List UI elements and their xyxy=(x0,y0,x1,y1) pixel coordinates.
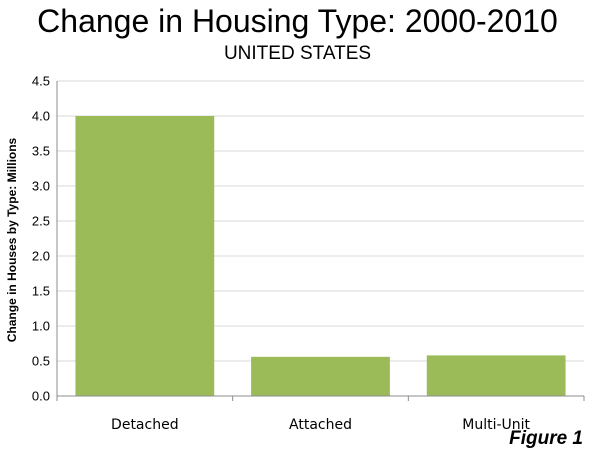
y-tick-label: 2.0 xyxy=(32,249,50,264)
y-tick-label: 0.0 xyxy=(32,389,50,404)
x-category-labels: Detached Attached Multi-Unit xyxy=(111,417,530,433)
x-category-label: Multi-Unit xyxy=(462,417,530,433)
y-axis-label: Change in Houses by Type: Millions xyxy=(5,137,19,342)
bars xyxy=(75,116,566,396)
chart-subtitle: UNITED STATES xyxy=(223,43,372,64)
x-category-label: Attached xyxy=(289,417,352,433)
bar-detached xyxy=(75,116,215,396)
y-tick-label: 1.5 xyxy=(32,284,50,299)
y-tick-label: 4.0 xyxy=(32,109,50,124)
y-tick-label: 1.0 xyxy=(32,319,50,334)
bar-attached xyxy=(251,356,390,396)
axes xyxy=(56,81,585,401)
y-tick-labels: 0.0 0.5 1.0 1.5 2.0 2.5 3.0 3.5 4.0 4.5 xyxy=(32,74,50,404)
y-tick-label: 3.5 xyxy=(32,144,50,159)
bar-multi-unit xyxy=(426,355,566,396)
x-category-label: Detached xyxy=(111,417,179,433)
figure-annotation: Figure 1 xyxy=(509,428,583,449)
y-tick-label: 4.5 xyxy=(32,74,50,89)
chart-title: Change in Housing Type: 2000-2010 xyxy=(37,3,558,39)
y-tick-label: 3.0 xyxy=(32,179,50,194)
y-tick-label: 0.5 xyxy=(32,354,50,369)
y-tick-label: 2.5 xyxy=(32,214,50,229)
